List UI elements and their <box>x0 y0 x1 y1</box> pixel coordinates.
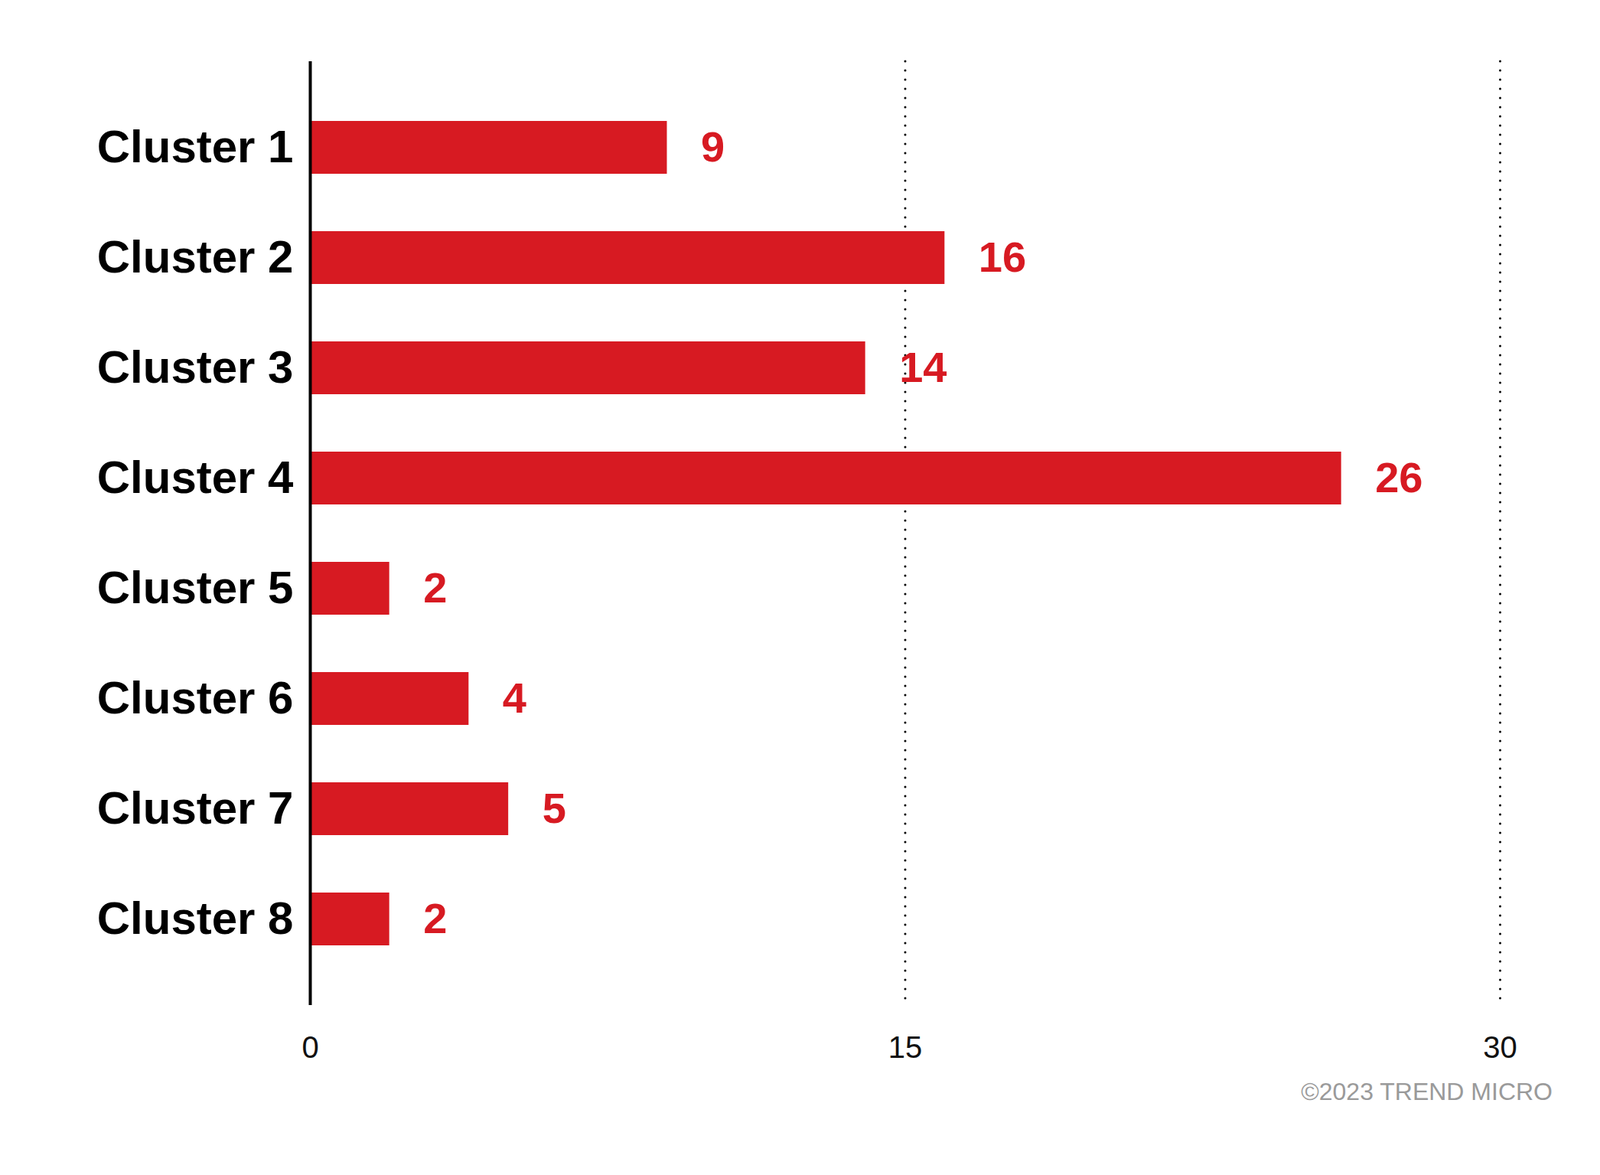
svg-text:2: 2 <box>423 563 447 612</box>
svg-text:Cluster 4: Cluster 4 <box>97 451 294 503</box>
svg-text:0: 0 <box>301 1029 319 1064</box>
svg-text:4: 4 <box>502 673 527 722</box>
svg-text:Cluster 8: Cluster 8 <box>97 892 294 944</box>
svg-text:16: 16 <box>978 232 1027 281</box>
svg-text:Cluster 5: Cluster 5 <box>97 561 294 613</box>
svg-text:Cluster 1: Cluster 1 <box>97 120 294 173</box>
svg-text:Cluster 7: Cluster 7 <box>97 782 294 834</box>
svg-text:26: 26 <box>1375 452 1423 502</box>
svg-text:Cluster 3: Cluster 3 <box>97 341 294 393</box>
svg-text:9: 9 <box>700 122 725 171</box>
svg-text:5: 5 <box>542 783 567 832</box>
html-text:©2023 TREND MICRO: ©2023 TREND MICRO <box>1300 1077 1553 1105</box>
svg-text:Cluster 2: Cluster 2 <box>97 231 294 283</box>
svg-text:14: 14 <box>899 342 947 392</box>
svg-text:30: 30 <box>1482 1029 1518 1064</box>
svg-text:Cluster 6: Cluster 6 <box>97 671 294 724</box>
svg-text:15: 15 <box>888 1029 923 1064</box>
svg-text:2: 2 <box>423 893 447 942</box>
